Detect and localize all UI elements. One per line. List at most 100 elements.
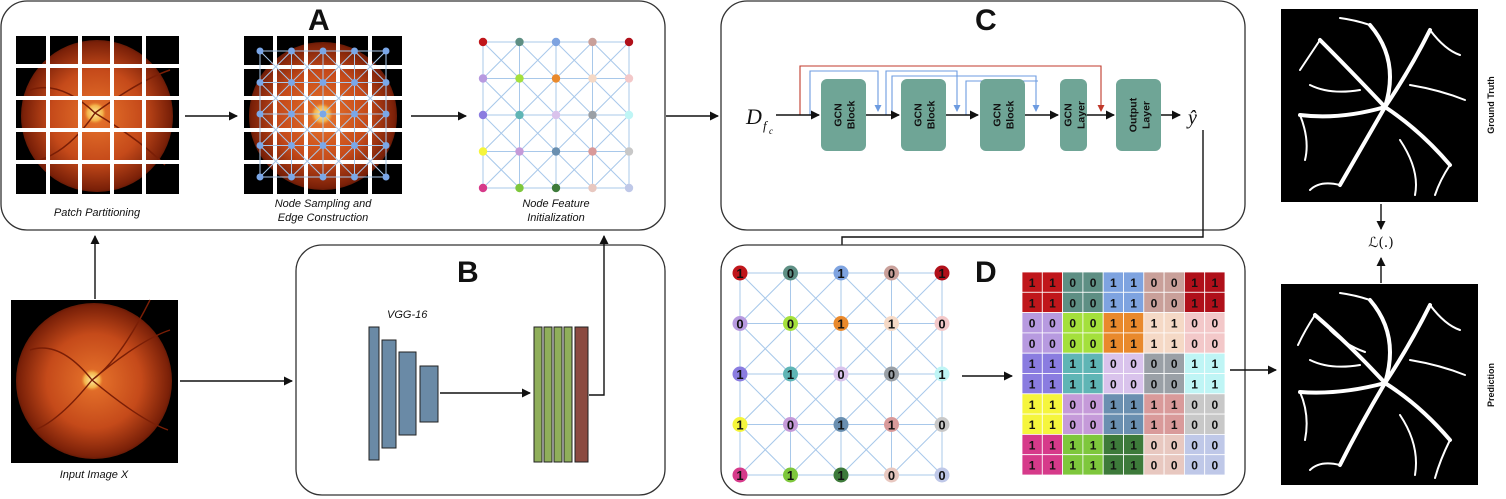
predicted-node xyxy=(884,316,899,331)
predicted-node xyxy=(783,316,798,331)
feature-node xyxy=(551,74,561,83)
node-prediction-graph: 1 0 1 0 1 0 0 1 1 0 1 1 0 0 1 1 0 1 1 0 1 1 1 0 0 xyxy=(732,265,950,483)
predicted-node xyxy=(884,265,899,281)
mask-cell-value: 0 xyxy=(1212,459,1219,473)
mask-cell-value: 0 xyxy=(1171,459,1178,473)
gcn-block xyxy=(1116,79,1161,151)
sampled-node xyxy=(288,47,295,55)
graph-edge xyxy=(840,323,892,375)
mask-cell-value: 1 xyxy=(1049,357,1056,371)
mask-cell-value: 1 xyxy=(1110,418,1117,432)
sampled-node xyxy=(256,79,264,86)
node-value: 0 xyxy=(938,418,945,433)
node-value: 1 xyxy=(938,367,945,382)
predicted-node xyxy=(934,417,950,432)
feature-node xyxy=(588,110,597,120)
sampled-node xyxy=(256,173,264,181)
graph-edge xyxy=(739,272,791,324)
sampled-node xyxy=(351,142,358,149)
graph-edge xyxy=(259,145,292,178)
panel-b-label: B xyxy=(457,256,479,289)
sampled-node xyxy=(288,79,295,86)
feature-node xyxy=(588,147,597,156)
feature-node xyxy=(515,147,524,156)
sampled-node xyxy=(382,142,390,149)
node-value: 0 xyxy=(787,266,794,281)
mask-cell-value: 1 xyxy=(1130,337,1137,351)
mask-cell-value: 0 xyxy=(1191,398,1198,412)
arrow-b-to-a xyxy=(589,235,609,396)
mask-cell-value: 0 xyxy=(1191,438,1198,452)
graph-edge xyxy=(354,113,387,146)
mask-cell-value: 0 xyxy=(1069,337,1076,351)
node-value: 1 xyxy=(736,418,743,433)
mask-cell-value: 0 xyxy=(1069,317,1076,331)
mask-cell-value: 0 xyxy=(1171,357,1178,371)
mask-cell-value: 0 xyxy=(1130,378,1137,392)
graph-edge xyxy=(322,82,355,115)
graph-edge xyxy=(592,114,630,152)
sampled-node xyxy=(288,142,295,149)
sampled-node xyxy=(288,110,295,118)
graph-edge xyxy=(739,323,791,375)
graph-edge xyxy=(519,114,557,152)
node-value: 1 xyxy=(837,266,844,281)
graph-edge xyxy=(840,373,892,425)
predicted-node xyxy=(783,366,798,382)
predicted-node xyxy=(732,265,748,281)
node-value: 1 xyxy=(736,468,743,483)
mask-cell-value: 0 xyxy=(1212,438,1219,452)
node-value: 1 xyxy=(787,367,794,382)
prediction-label: Prediction xyxy=(1486,363,1496,407)
graph-edge xyxy=(891,272,943,324)
graph-edge xyxy=(354,145,387,178)
mask-cell-value: 1 xyxy=(1029,378,1036,392)
feature-node xyxy=(588,183,597,193)
mask-cell-value: 1 xyxy=(1171,418,1178,432)
mask-cell-value: 1 xyxy=(1212,378,1219,392)
gcn-block-label: OutputLayer xyxy=(1128,97,1153,132)
graph-edge xyxy=(322,50,355,83)
graph-edge xyxy=(840,272,892,324)
mask-cell-value: 0 xyxy=(1069,398,1076,412)
mask-cell-value: 0 xyxy=(1090,276,1097,290)
mask-cell-value: 0 xyxy=(1171,438,1178,452)
ground-truth-label: Ground Truth xyxy=(1486,76,1496,134)
mask-cell-value: 0 xyxy=(1171,276,1178,290)
mask-cell-value: 0 xyxy=(1090,418,1097,432)
graph-edge xyxy=(555,151,593,189)
feature-node xyxy=(624,37,634,47)
predicted-node xyxy=(934,366,950,382)
node-value: 1 xyxy=(837,468,844,483)
feature-node xyxy=(515,183,524,193)
mask-cell-value: 1 xyxy=(1130,459,1137,473)
mask-cell-value: 0 xyxy=(1191,337,1198,351)
mask-cell-value: 1 xyxy=(1151,398,1158,412)
mask-cell-value: 1 xyxy=(1069,378,1076,392)
node-value: 1 xyxy=(837,418,844,433)
mask-cell-value: 1 xyxy=(1212,357,1219,371)
gcn-block xyxy=(980,79,1025,151)
mask-cell-value: 0 xyxy=(1191,317,1198,331)
feature-node xyxy=(478,110,488,120)
node-value: 0 xyxy=(888,468,895,483)
feature-node xyxy=(588,74,597,83)
gcn-output-label: ŷ xyxy=(1186,107,1197,129)
gcn-block xyxy=(901,79,946,151)
predicted-node xyxy=(884,417,899,432)
patch-partitioning-image xyxy=(16,36,179,194)
graph-edge xyxy=(739,373,791,425)
sampled-node xyxy=(256,110,264,118)
sampled-node xyxy=(351,173,358,181)
feature-node xyxy=(551,147,561,156)
feature-node xyxy=(515,110,524,120)
caption-edge-construction: Edge Construction xyxy=(278,212,369,224)
input-image xyxy=(11,299,178,463)
mask-cell-value: 1 xyxy=(1029,398,1036,412)
node-value: 0 xyxy=(787,317,794,332)
mask-cell-value: 0 xyxy=(1049,337,1056,351)
graph-edge xyxy=(291,50,324,83)
predicted-node xyxy=(833,366,849,382)
patch-mask-grid: 1 1 0 0 1 1 0 0 1 11 1 0 0 1 1 0 0 1 10 0 0 0 1 1 1 1 0 00 0 0 0 1 1 1 1 0 0… xyxy=(1021,271,1226,476)
mask-cell-value: 1 xyxy=(1110,317,1117,331)
